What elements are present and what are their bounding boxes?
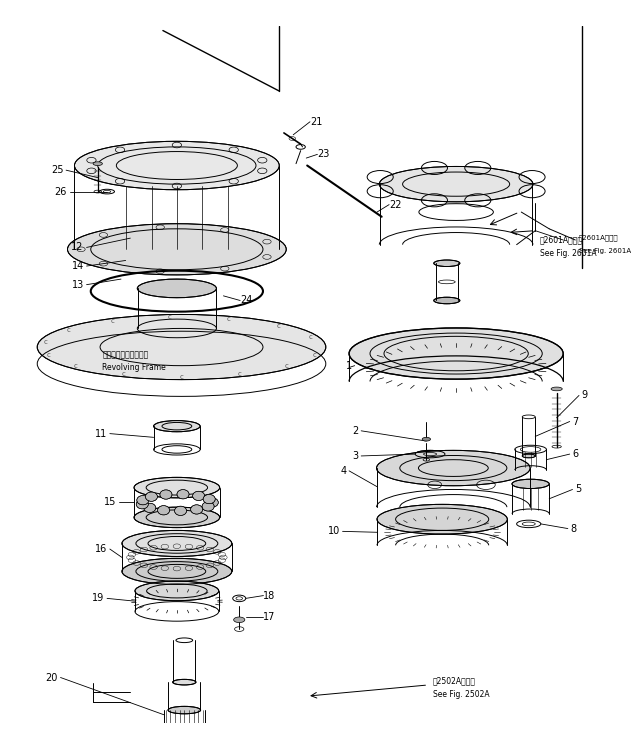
Ellipse shape bbox=[144, 503, 156, 512]
Ellipse shape bbox=[138, 319, 216, 338]
Ellipse shape bbox=[136, 500, 148, 509]
Ellipse shape bbox=[202, 502, 214, 511]
Text: c: c bbox=[277, 323, 281, 329]
Text: 20: 20 bbox=[45, 673, 57, 682]
Text: 22: 22 bbox=[389, 200, 401, 210]
Ellipse shape bbox=[191, 505, 203, 514]
Text: 8: 8 bbox=[570, 524, 577, 533]
Text: 第2601A図参照: 第2601A図参照 bbox=[579, 235, 618, 241]
Text: 14: 14 bbox=[71, 261, 84, 271]
Ellipse shape bbox=[137, 496, 149, 505]
Text: c: c bbox=[309, 334, 313, 340]
Text: 26: 26 bbox=[55, 187, 67, 196]
Text: c: c bbox=[285, 363, 289, 369]
Text: 19: 19 bbox=[92, 593, 104, 604]
Ellipse shape bbox=[153, 421, 200, 431]
Text: 25: 25 bbox=[51, 166, 63, 175]
Ellipse shape bbox=[168, 706, 201, 714]
Text: 4: 4 bbox=[340, 466, 346, 476]
Ellipse shape bbox=[522, 454, 535, 458]
Ellipse shape bbox=[134, 507, 220, 527]
Ellipse shape bbox=[415, 450, 445, 458]
Text: 13: 13 bbox=[71, 279, 84, 290]
Text: 9: 9 bbox=[582, 390, 588, 401]
Ellipse shape bbox=[68, 224, 286, 275]
Ellipse shape bbox=[233, 617, 245, 622]
Text: c: c bbox=[180, 374, 184, 380]
Ellipse shape bbox=[192, 491, 204, 500]
Ellipse shape bbox=[379, 166, 533, 201]
Text: 15: 15 bbox=[104, 497, 116, 508]
Ellipse shape bbox=[74, 142, 280, 189]
Text: See Fig. 2601A: See Fig. 2601A bbox=[579, 248, 631, 254]
Text: c: c bbox=[110, 318, 115, 324]
Ellipse shape bbox=[122, 530, 232, 557]
Ellipse shape bbox=[163, 743, 205, 749]
Ellipse shape bbox=[37, 315, 326, 380]
Ellipse shape bbox=[175, 506, 187, 515]
Text: c: c bbox=[44, 339, 48, 345]
Text: 6: 6 bbox=[572, 449, 579, 459]
Text: 23: 23 bbox=[317, 149, 330, 160]
Text: 17: 17 bbox=[263, 612, 276, 622]
Text: c: c bbox=[67, 327, 71, 333]
Ellipse shape bbox=[138, 279, 216, 297]
Text: c: c bbox=[47, 352, 50, 358]
Text: 第2601A図参照: 第2601A図参照 bbox=[540, 235, 583, 244]
Text: c: c bbox=[74, 363, 78, 369]
Text: c: c bbox=[227, 316, 230, 322]
Text: 2: 2 bbox=[352, 426, 358, 436]
Text: 1: 1 bbox=[346, 361, 352, 371]
Text: c: c bbox=[238, 371, 242, 377]
Ellipse shape bbox=[135, 581, 219, 601]
Ellipse shape bbox=[173, 679, 196, 685]
Text: See Fig. 2601A: See Fig. 2601A bbox=[540, 249, 596, 258]
Text: 21: 21 bbox=[310, 117, 322, 127]
Ellipse shape bbox=[203, 494, 215, 504]
Text: Revolving Frame: Revolving Frame bbox=[102, 363, 166, 372]
Ellipse shape bbox=[433, 297, 460, 304]
Text: See Fig. 2502A: See Fig. 2502A bbox=[433, 690, 490, 699]
Ellipse shape bbox=[145, 492, 158, 501]
Ellipse shape bbox=[377, 450, 530, 486]
Ellipse shape bbox=[422, 437, 430, 441]
Ellipse shape bbox=[551, 387, 562, 391]
Text: c: c bbox=[312, 352, 317, 358]
Text: 11: 11 bbox=[95, 428, 107, 439]
Ellipse shape bbox=[512, 479, 549, 488]
Ellipse shape bbox=[433, 260, 460, 267]
Ellipse shape bbox=[134, 477, 220, 498]
Text: 7: 7 bbox=[572, 416, 579, 426]
Text: 24: 24 bbox=[240, 296, 252, 306]
Text: c: c bbox=[168, 315, 172, 321]
Ellipse shape bbox=[206, 498, 218, 507]
Ellipse shape bbox=[177, 490, 189, 499]
Text: 3: 3 bbox=[352, 451, 358, 461]
Text: c: c bbox=[121, 371, 125, 377]
Text: 5: 5 bbox=[575, 485, 582, 494]
Ellipse shape bbox=[160, 490, 172, 499]
Ellipse shape bbox=[93, 162, 102, 166]
Text: 第2502A図参照: 第2502A図参照 bbox=[433, 677, 476, 686]
Ellipse shape bbox=[377, 504, 507, 534]
Text: 18: 18 bbox=[263, 590, 276, 601]
Text: 12: 12 bbox=[71, 243, 84, 252]
Ellipse shape bbox=[122, 558, 232, 584]
Text: レボルビングフレーム: レボルビングフレーム bbox=[102, 350, 149, 359]
Ellipse shape bbox=[158, 506, 170, 515]
Text: 16: 16 bbox=[95, 544, 107, 554]
Ellipse shape bbox=[349, 328, 563, 379]
Text: 10: 10 bbox=[327, 527, 339, 536]
